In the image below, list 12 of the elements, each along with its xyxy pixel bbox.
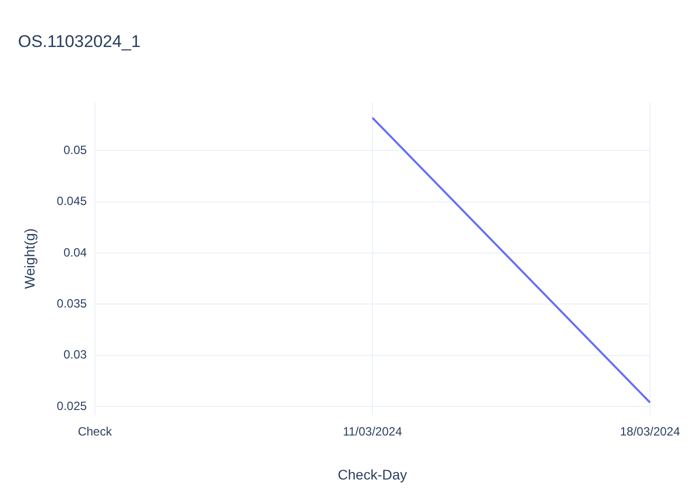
chart-title: OS.11032024_1 xyxy=(18,32,141,51)
x-axis-title: Check-Day xyxy=(338,466,408,482)
y-tick-label: 0.03 xyxy=(63,348,88,362)
y-tick-label: 0.05 xyxy=(63,142,88,157)
y-tick-label: 0.025 xyxy=(56,398,88,413)
y-tick-label: 0.04 xyxy=(63,245,88,260)
y-axis-title: Weight(g) xyxy=(21,228,38,289)
x-tick-label: 18/03/2024 xyxy=(620,424,680,438)
y-tick-label: 0.045 xyxy=(56,194,88,208)
y-tick-label: 0.035 xyxy=(56,296,88,310)
x-tick-label: Check xyxy=(78,424,113,438)
x-tick-label: 11/03/2024 xyxy=(342,424,402,438)
